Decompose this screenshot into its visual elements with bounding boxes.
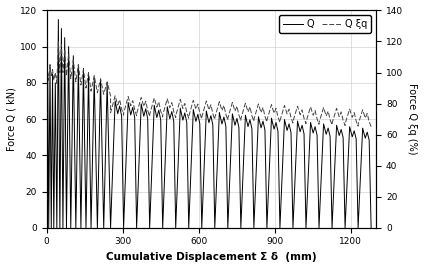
Q ξq bbox=[368, 125, 374, 128]
Q bbox=[273, 121, 279, 124]
Q bbox=[251, 226, 257, 229]
Q bbox=[44, 226, 49, 229]
Q bbox=[365, 130, 370, 134]
Q bbox=[56, 18, 61, 21]
Q ξq bbox=[273, 107, 279, 110]
Line: Q: Q bbox=[47, 19, 371, 228]
Q ξq bbox=[160, 115, 165, 119]
Q ξq bbox=[243, 102, 248, 105]
Y-axis label: Force Q ξq (%): Force Q ξq (%) bbox=[407, 83, 417, 155]
Q ξq bbox=[204, 99, 209, 102]
X-axis label: Cumulative Displacement Σ δ  (mm): Cumulative Displacement Σ δ (mm) bbox=[106, 252, 317, 262]
Q ξq bbox=[44, 79, 49, 82]
Q ξq bbox=[56, 40, 61, 43]
Line: Q ξq: Q ξq bbox=[47, 41, 371, 127]
Q bbox=[368, 226, 374, 229]
Q bbox=[204, 109, 209, 113]
Q ξq bbox=[365, 112, 370, 115]
Q bbox=[243, 114, 248, 117]
Legend: Q, Q ξq: Q, Q ξq bbox=[279, 15, 371, 33]
Q ξq bbox=[251, 120, 257, 123]
Y-axis label: Force Q ( kN): Force Q ( kN) bbox=[7, 87, 17, 151]
Q bbox=[160, 226, 165, 229]
